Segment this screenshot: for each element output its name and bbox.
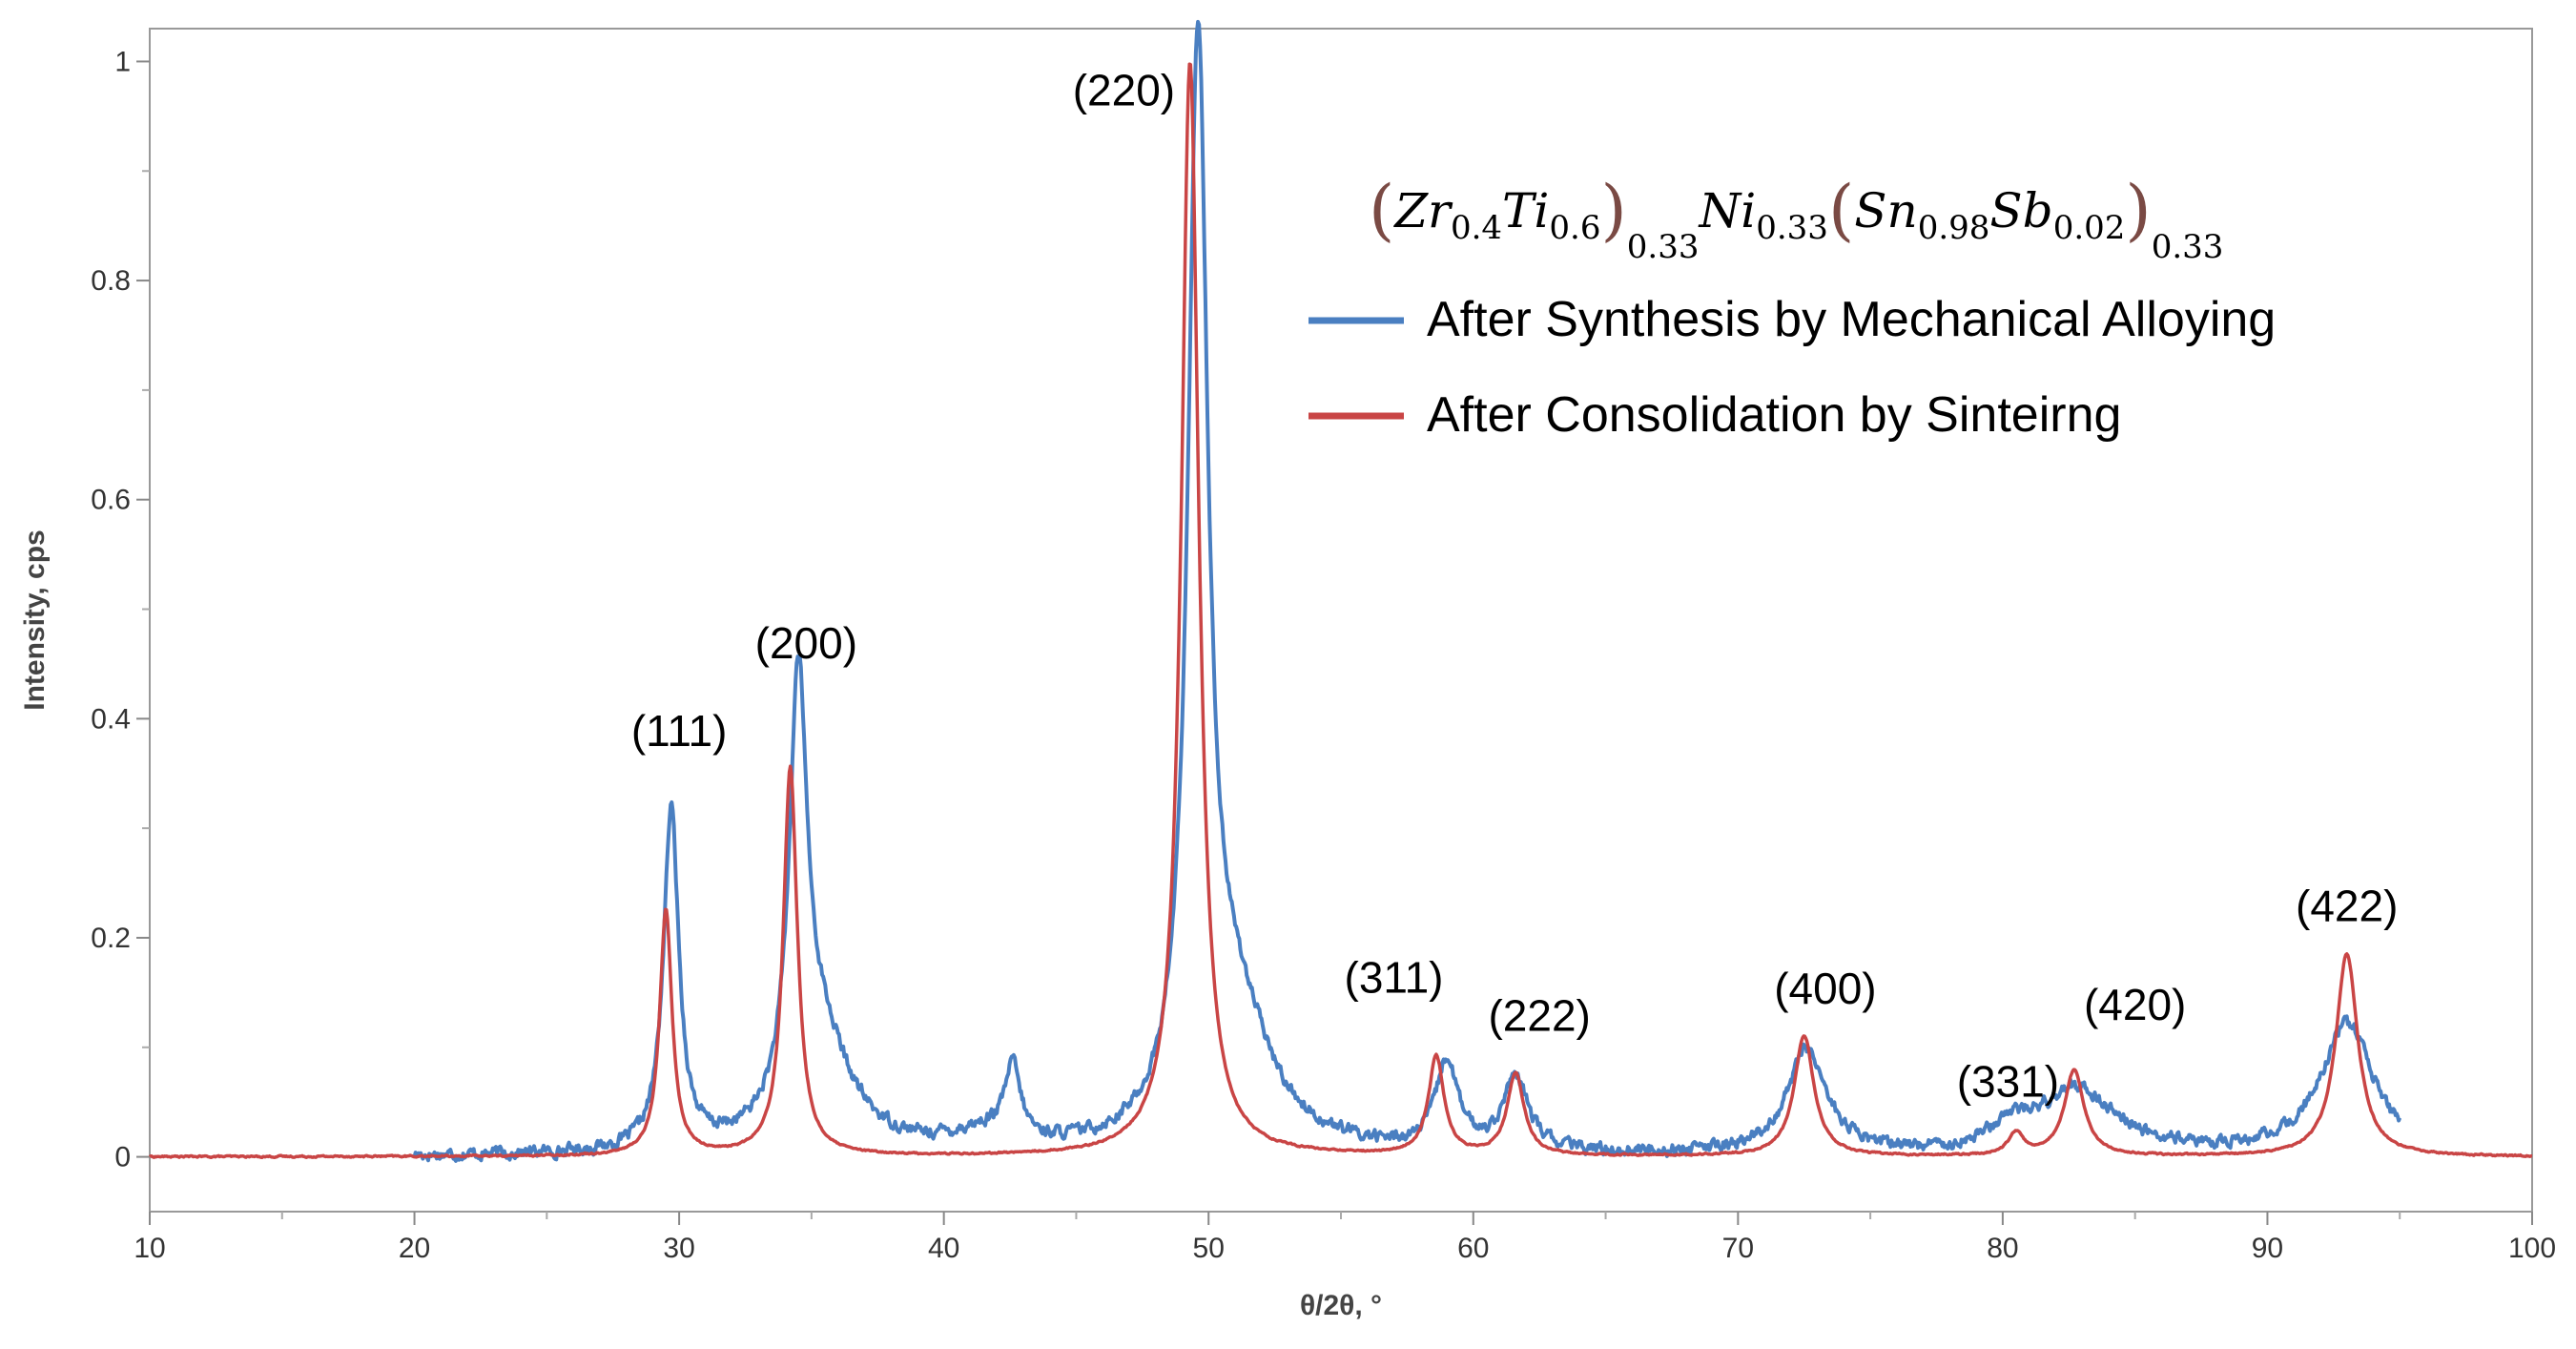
peak-label: (331) [1957,1056,2059,1106]
x-tick-label: 50 [1193,1233,1225,1264]
peak-annotations: (111) (200) (220) (311) (222) (400) (331) (420)… [631,65,2399,1106]
formula-group1-sub: 0.33 [1627,228,1700,266]
x-tick-label: 70 [1722,1233,1754,1264]
formula-ni-sub: 0.33 [1756,209,1828,247]
peak-label: (200) [755,618,857,668]
series-layer [148,19,2533,1163]
peak-label: (422) [2296,882,2398,931]
x-tick-label: 100 [2508,1233,2556,1264]
y-tick-label: 0 [114,1142,131,1173]
x-tick-label: 90 [2252,1233,2283,1264]
y-tick-label: 0.8 [91,265,131,297]
formula: (Zr0.4Ti0.6)0.33Ni0.33(Sn0.98Sb0.02)0.33 [1369,171,2223,266]
formula-sn-sub: 0.98 [1918,209,1990,247]
x-tick-label: 60 [1457,1233,1489,1264]
y-tick-label: 0.2 [91,923,131,954]
x-tick-label: 30 [663,1233,694,1264]
x-tick-label: 40 [928,1233,959,1264]
x-tick-label: 80 [1987,1233,2018,1264]
peak-label: (400) [1774,964,1876,1013]
formula-ti: Ti [1502,183,1549,239]
peak-label: (111) [631,706,728,756]
plot-frame [149,28,2533,1213]
series-line-sintering [148,62,2533,1160]
x-axis-title: θ/2θ, ° [1300,1290,1382,1321]
formula-paren-open-2: ( [1828,171,1854,249]
y-axis-title: Intensity, cps [19,529,51,711]
x-tick-label: 10 [134,1233,165,1264]
formula-paren-close-2: ) [2125,171,2151,249]
formula-zr-sub: 0.4 [1451,209,1502,247]
y-tick-label: 1 [114,46,131,77]
peak-label: (311) [1345,952,1444,1002]
formula-paren-close-1: ) [1600,171,1626,249]
peak-label: (222) [1488,991,1590,1041]
y-tick-label: 0.4 [91,703,131,735]
formula-sb: Sb [1989,183,2052,239]
formula-ti-sub: 0.6 [1549,209,1600,247]
y-axis: 0 0.2 0.4 0.6 0.8 1 [91,46,150,1173]
formula-sb-sub: 0.02 [2053,209,2126,247]
legend: After Synthesis by Mechanical Alloying A… [1309,292,2276,443]
legend-label-synthesis: After Synthesis by Mechanical Alloying [1427,292,2276,347]
formula-group2-sub: 0.33 [2152,228,2224,266]
formula-ni: Ni [1698,183,1756,239]
x-axis: 10 20 30 40 50 60 70 80 90 100 [134,1212,2556,1264]
formula-paren-open-1: ( [1369,171,1394,249]
peak-label: (220) [1073,65,1175,114]
peak-label: (420) [2084,980,2186,1029]
y-tick-label: 0.6 [91,485,131,516]
formula-zr: Zr [1392,183,1453,239]
x-tick-label: 20 [399,1233,430,1264]
legend-label-sintering: After Consolidation by Sinteirng [1427,387,2121,443]
formula-sn: Sn [1854,183,1917,239]
